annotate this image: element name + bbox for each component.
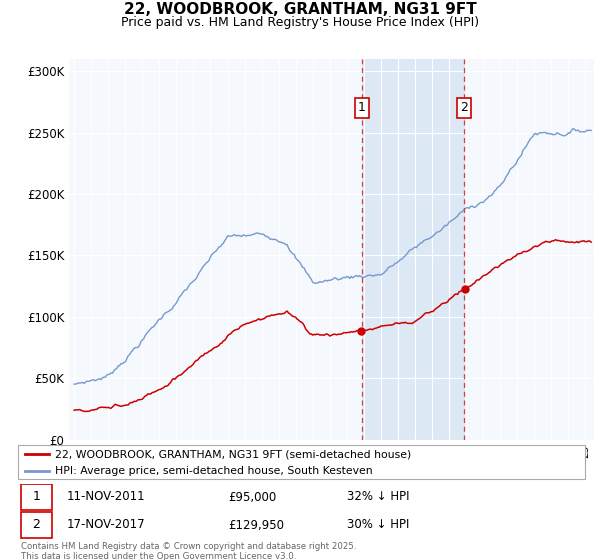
Bar — [362, 59, 464, 440]
Text: HPI: Average price, semi-detached house, South Kesteven: HPI: Average price, semi-detached house,… — [55, 466, 373, 477]
Text: 22, WOODBROOK, GRANTHAM, NG31 9FT: 22, WOODBROOK, GRANTHAM, NG31 9FT — [124, 2, 476, 17]
FancyBboxPatch shape — [21, 512, 52, 538]
Text: 1: 1 — [32, 491, 40, 503]
Text: 22, WOODBROOK, GRANTHAM, NG31 9FT (semi-detached house): 22, WOODBROOK, GRANTHAM, NG31 9FT (semi-… — [55, 449, 411, 459]
FancyBboxPatch shape — [21, 484, 52, 510]
Text: 30% ↓ HPI: 30% ↓ HPI — [347, 519, 409, 531]
Text: 11-NOV-2011: 11-NOV-2011 — [66, 491, 145, 503]
Text: 17-NOV-2017: 17-NOV-2017 — [66, 519, 145, 531]
Text: 2: 2 — [32, 519, 40, 531]
Text: Contains HM Land Registry data © Crown copyright and database right 2025.
This d: Contains HM Land Registry data © Crown c… — [21, 542, 356, 560]
Text: Price paid vs. HM Land Registry's House Price Index (HPI): Price paid vs. HM Land Registry's House … — [121, 16, 479, 29]
FancyBboxPatch shape — [18, 445, 585, 479]
Text: £129,950: £129,950 — [228, 519, 284, 531]
Text: 1: 1 — [358, 101, 365, 114]
Text: 32% ↓ HPI: 32% ↓ HPI — [347, 491, 409, 503]
Text: 2: 2 — [460, 101, 468, 114]
Text: £95,000: £95,000 — [228, 491, 276, 503]
